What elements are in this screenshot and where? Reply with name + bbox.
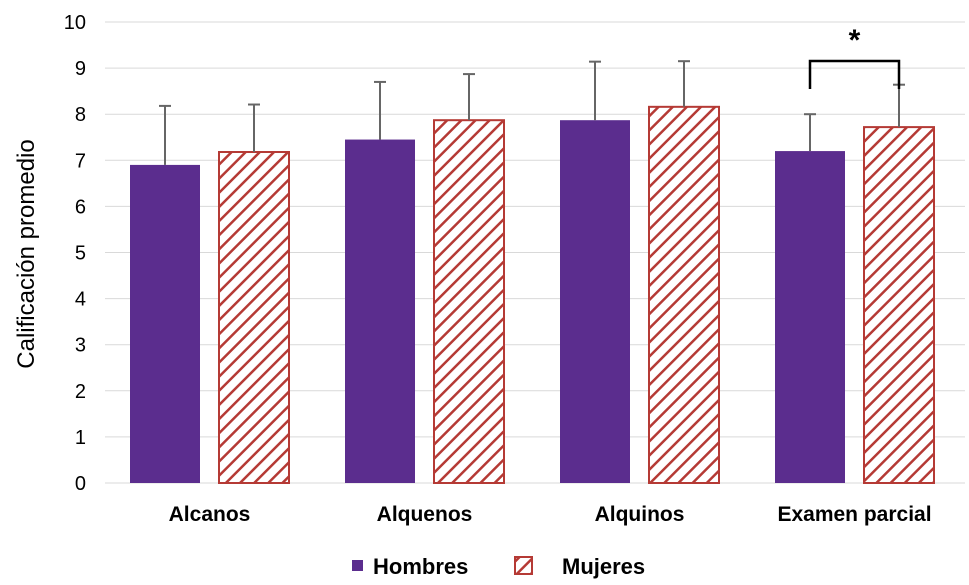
- significance-star: *: [849, 24, 861, 57]
- y-tick-label: 5: [75, 243, 86, 265]
- bar-hombres: [345, 139, 415, 483]
- y-tick-label: 6: [75, 196, 86, 218]
- x-tick-label: Alquinos: [595, 503, 685, 526]
- bar-mujeres: [863, 126, 935, 484]
- legend-label-mujeres: Mujeres: [562, 554, 645, 579]
- y-tick-label: 10: [64, 12, 86, 34]
- bar-mujeres: [218, 151, 290, 484]
- y-tick-label: 8: [75, 104, 86, 126]
- x-axis-labels: Alcanos Alquenos Alquinos Examen parcial: [169, 503, 932, 526]
- legend-swatch-hombres: [352, 560, 363, 571]
- y-tick-label: 9: [75, 58, 86, 80]
- y-tick-label: 7: [75, 150, 86, 172]
- legend-label-hombres: Hombres: [373, 554, 468, 579]
- y-tick-label: 2: [75, 381, 86, 403]
- significance-annotation: *: [808, 24, 901, 89]
- x-tick-label: Alcanos: [169, 503, 251, 526]
- x-tick-label: Alquenos: [377, 503, 473, 526]
- y-tick-label: 4: [75, 289, 86, 311]
- bar-hombres: [130, 164, 200, 483]
- y-axis-ticks: 0 1 2 3 4 5 6 7 8 9 10: [64, 12, 86, 495]
- y-tick-label: 1: [75, 427, 86, 449]
- y-tick-label: 3: [75, 335, 86, 357]
- y-tick-label: 0: [75, 473, 86, 495]
- legend-swatch-mujeres: [514, 556, 533, 575]
- error-bars: [159, 60, 905, 165]
- bar-hombres: [560, 120, 630, 484]
- bar-hombres: [775, 151, 845, 483]
- significance-bracket: [808, 59, 901, 89]
- bar-mujeres: [433, 119, 505, 485]
- x-tick-label: Examen parcial: [777, 503, 931, 526]
- y-axis-title: Calificación promedio: [13, 139, 40, 368]
- legend: Hombres Mujeres: [352, 554, 645, 579]
- bar-mujeres: [648, 105, 720, 484]
- bars: [130, 105, 935, 485]
